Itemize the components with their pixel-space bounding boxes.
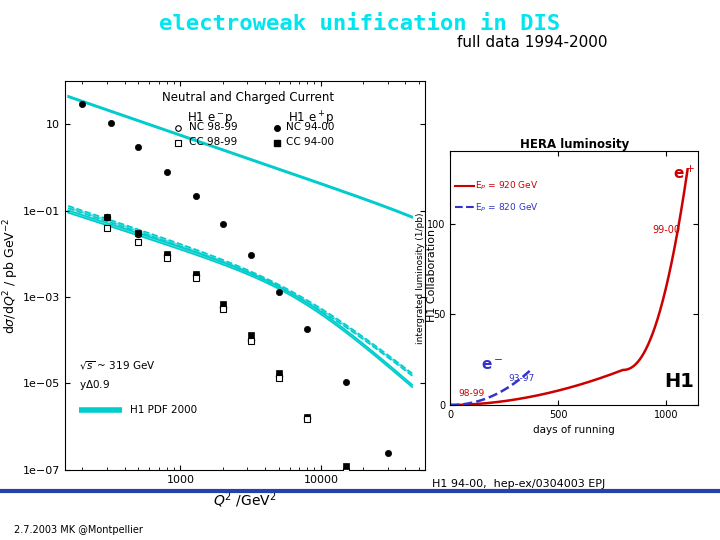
Text: 2.7.2003 MK @Montpellier: 2.7.2003 MK @Montpellier [14, 524, 143, 535]
Text: e$^+$: e$^+$ [673, 164, 696, 181]
Text: full data 1994-2000: full data 1994-2000 [457, 35, 608, 50]
Text: 99-00: 99-00 [652, 225, 680, 235]
Text: Neutral and Charged Current: Neutral and Charged Current [162, 91, 334, 104]
Text: E$_P$ = 820 GeV: E$_P$ = 820 GeV [475, 201, 539, 214]
Text: y$\Delta$0.9: y$\Delta$0.9 [79, 379, 110, 393]
Text: e$^-$: e$^-$ [481, 357, 503, 373]
Text: H1 e$^+$p: H1 e$^+$p [288, 110, 335, 129]
Y-axis label: d$\sigma$/d$Q^2$ / pb GeV$^{-2}$: d$\sigma$/d$Q^2$ / pb GeV$^{-2}$ [1, 217, 21, 334]
Text: H1 PDF 2000: H1 PDF 2000 [130, 404, 197, 415]
X-axis label: days of running: days of running [534, 426, 615, 435]
Text: CC 98-99: CC 98-99 [189, 137, 238, 147]
Text: $\sqrt{s}$ ~ 319 GeV: $\sqrt{s}$ ~ 319 GeV [79, 359, 156, 372]
Text: CC 94-00: CC 94-00 [286, 137, 334, 147]
Text: H1 94-00,  hep-ex/0304003 EPJ: H1 94-00, hep-ex/0304003 EPJ [432, 478, 606, 489]
Text: H1 e$^-$p: H1 e$^-$p [187, 110, 234, 126]
Text: electroweak unification in DIS: electroweak unification in DIS [159, 14, 561, 33]
Y-axis label: intergrated luminosity (1/pb): intergrated luminosity (1/pb) [416, 212, 426, 344]
Text: 98-99: 98-99 [459, 389, 485, 398]
Text: H1 Collaboration: H1 Collaboration [426, 229, 436, 322]
Title: HERA luminosity: HERA luminosity [520, 138, 629, 151]
Text: E$_P$ = 920 GeV: E$_P$ = 920 GeV [475, 179, 539, 192]
X-axis label: $Q^2$ /GeV$^2$: $Q^2$ /GeV$^2$ [213, 490, 276, 510]
Text: NC 94-00: NC 94-00 [286, 122, 335, 132]
Text: 93-97: 93-97 [508, 374, 534, 383]
Text: NC 98-99: NC 98-99 [189, 122, 238, 132]
Text: H1: H1 [664, 372, 694, 391]
